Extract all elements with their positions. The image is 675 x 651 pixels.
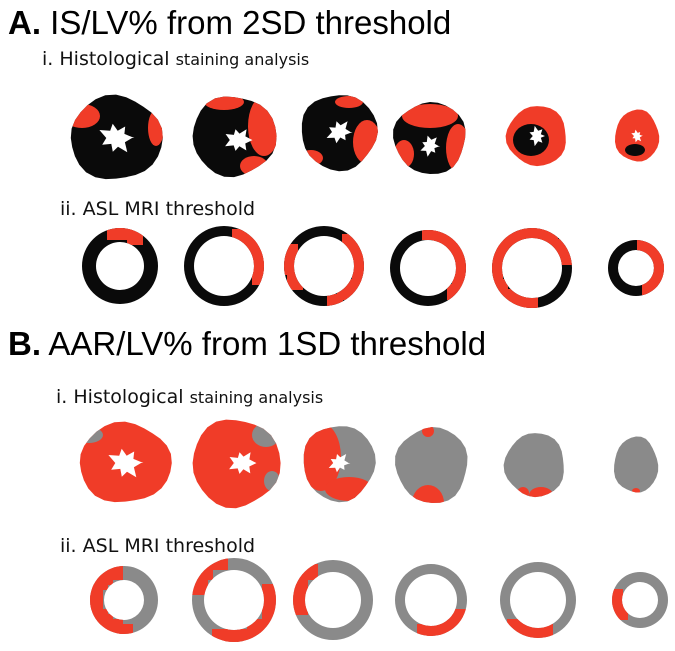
a-mri-slice-3 [284,226,364,306]
b-mri-slice-2 [192,558,276,642]
section-a-histology-slices [70,94,660,180]
section-a-mri-numeral: ii. [60,198,77,220]
a-hist-slice-5 [505,106,566,167]
a-hist-slice-3 [301,95,378,172]
section-a-mri-slices [81,226,664,308]
section-b-histology-slices [79,419,659,509]
b-hist-slice-1 [79,421,172,503]
section-a-mri-label-text: ASL MRI threshold [82,198,256,220]
a-mri-slice-6 [608,240,664,296]
section-b-histology-label: i. Histological staining analysis [56,388,323,407]
a-mri-slice-4 [390,230,466,306]
section-a-histology-numeral: i. [42,48,54,70]
b-mri-slice-5 [500,562,576,638]
b-hist-slice-5 [503,433,564,498]
section-a-mri-label: ii. ASL MRI threshold [60,200,255,219]
a-hist-slice-1 [70,94,163,180]
b-mri-slice-4 [395,564,467,636]
section-a-histology-label-small: staining analysis [175,50,310,69]
section-b-mri-label: ii. ASL MRI threshold [60,537,255,556]
b-mri-slice-1 [90,566,158,634]
b-hist-slice-6 [614,436,659,493]
section-b-histology-label-small: staining analysis [189,388,324,407]
section-b-histology-label-large: Histological [73,386,184,408]
section-b-histology-numeral: i. [56,386,68,408]
section-b-mri-label-text: ASL MRI threshold [82,535,256,557]
section-b-mri-slices [90,558,668,642]
b-hist-slice-4 [395,427,468,503]
a-hist-slice-4 [393,102,466,174]
a-mri-slice-5 [492,228,572,308]
section-b-mri-numeral: ii. [60,535,77,557]
a-mri-slice-1 [81,227,158,305]
b-hist-slice-2 [192,419,281,509]
section-a-histology-label-large: Histological [59,48,170,70]
section-a-title-text: IS/LV% from 2SD threshold [50,4,452,41]
b-hist-slice-3 [303,426,376,503]
section-a-histology-label: i. Histological staining analysis [42,50,309,69]
b-mri-slice-6 [612,572,668,628]
section-b-letter: B. [8,325,41,362]
a-hist-slice-6 [615,109,660,162]
section-b-title: B. AAR/LV% from 1SD threshold [8,327,486,360]
section-b-title-text: AAR/LV% from 1SD threshold [48,325,487,362]
b-mri-slice-3 [293,559,374,641]
a-hist-slice-2 [192,96,277,178]
section-a-letter: A. [8,4,41,41]
a-mri-slice-2 [184,226,264,306]
section-a-title: A. IS/LV% from 2SD threshold [8,6,451,39]
